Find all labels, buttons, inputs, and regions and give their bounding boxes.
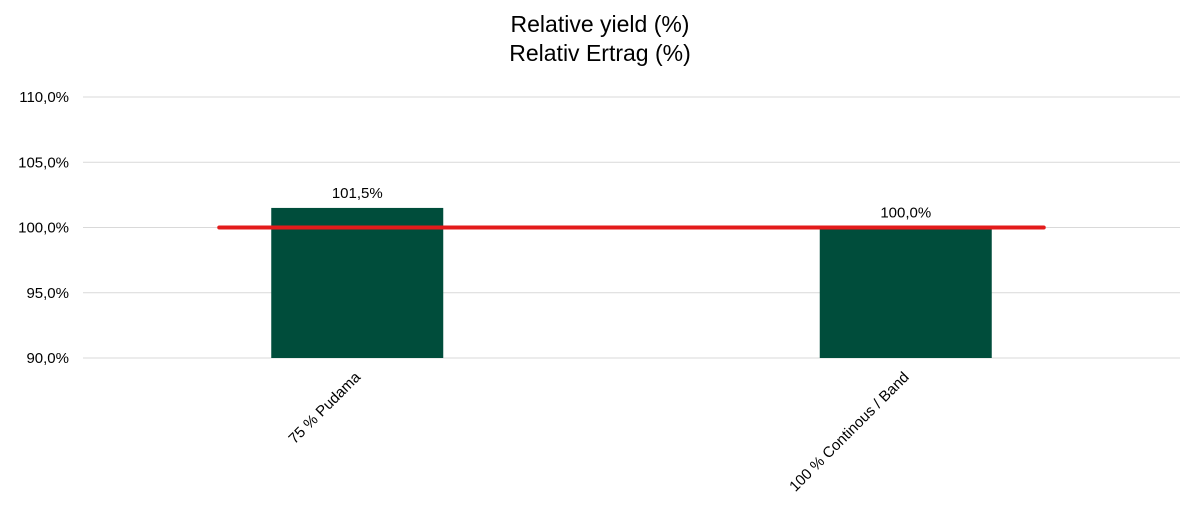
data-label: 101,5%	[332, 185, 383, 202]
category-label: 100 % Continous / Band	[786, 369, 912, 495]
bar	[819, 227, 992, 358]
data-label: 100,0%	[880, 205, 931, 222]
y-tick-label: 90,0%	[26, 350, 69, 367]
category-label: 75 % Pudama	[285, 368, 364, 447]
y-tick-label: 100,0%	[18, 220, 69, 237]
chart-title: Relative yield (%) Relativ Ertrag (%)	[0, 10, 1200, 68]
chart-title-line-1: Relative yield (%)	[510, 11, 690, 37]
y-tick-label: 95,0%	[26, 285, 69, 302]
bar	[271, 207, 444, 358]
y-tick-label: 110,0%	[19, 89, 69, 106]
y-tick-label: 105,0%	[18, 154, 69, 171]
chart-title-line-2: Relativ Ertrag (%)	[509, 40, 691, 66]
